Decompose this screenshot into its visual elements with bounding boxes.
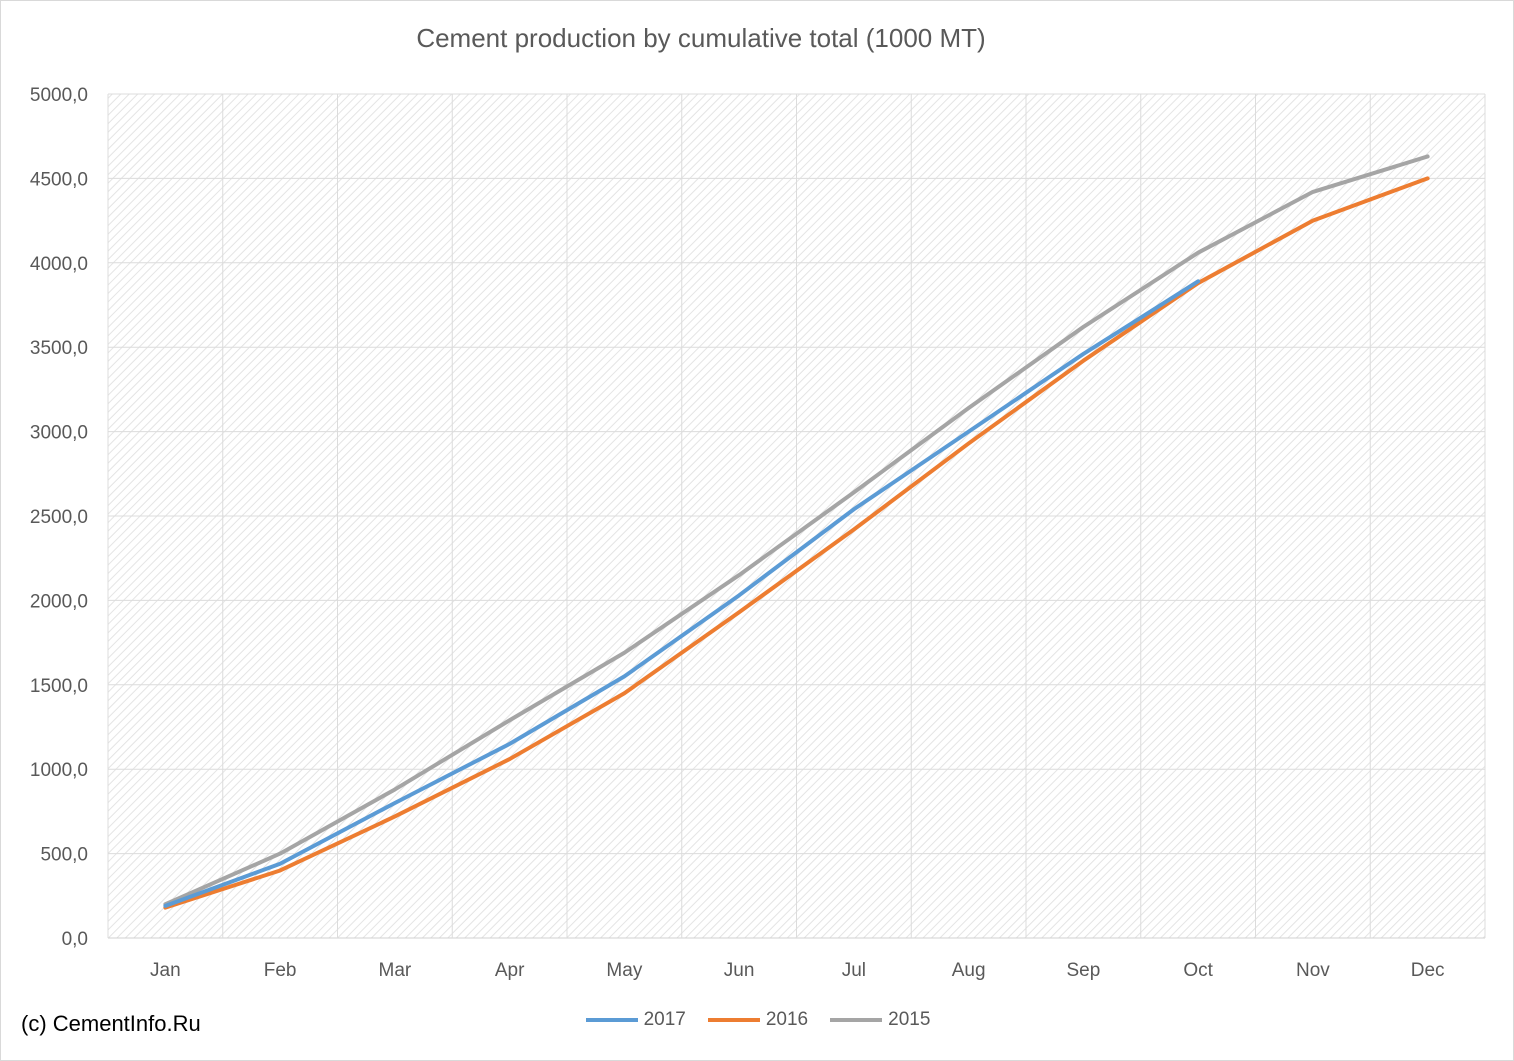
x-tick-label: Mar [379, 960, 412, 981]
series-line-2017 [163, 279, 1201, 908]
x-tick-label: Aug [952, 960, 986, 981]
legend-swatch [707, 1018, 760, 1022]
y-tick-label: 0,0 [62, 929, 88, 950]
x-tick-label: Feb [264, 960, 297, 981]
y-tick-label: 4500,0 [30, 169, 88, 190]
x-tick-label: Jan [150, 960, 181, 981]
y-tick-label: 1000,0 [30, 760, 88, 781]
legend-label: 2015 [888, 1009, 931, 1030]
x-tick-label: Nov [1296, 960, 1330, 981]
y-tick-label: 1500,0 [30, 676, 88, 697]
x-tick-label: Jul [842, 960, 866, 981]
x-tick-label: Apr [495, 960, 525, 981]
y-tick-label: 500,0 [40, 845, 88, 866]
series-line-2015 [163, 154, 1430, 907]
x-tick-label: Jun [724, 960, 755, 981]
y-tick-label: 5000,0 [30, 85, 88, 106]
legend-swatch [830, 1018, 883, 1022]
y-tick-label: 4000,0 [30, 254, 88, 275]
y-tick-label: 3000,0 [30, 423, 88, 444]
x-tick-label: Oct [1183, 960, 1213, 981]
legend-item-2015: 2015 [830, 1009, 930, 1031]
x-tick-label: Dec [1411, 960, 1445, 981]
y-tick-label: 2000,0 [30, 591, 88, 612]
legend-swatch [585, 1018, 638, 1022]
y-tick-label: 3500,0 [30, 338, 88, 359]
series-line-2016 [163, 176, 1430, 910]
legend-item-2016: 2016 [707, 1009, 809, 1031]
chart-title: Cement production by cumulative total (1… [416, 23, 986, 53]
legend: 2017 2016 2015 [1, 1009, 1514, 1031]
x-tick-label: May [606, 960, 642, 981]
line-chart: 0,0 500,0 1000,0 1500,0 2000,0 2500,0 3000,0 35… [30, 85, 1486, 981]
legend-label: 2016 [765, 1009, 809, 1030]
legend-label: 2017 [643, 1009, 686, 1030]
y-tick-label: 2500,0 [30, 507, 88, 528]
legend-item-2017: 2017 [585, 1009, 686, 1031]
source-credit: (c) CementInfo.Ru [21, 1011, 201, 1036]
x-tick-label: Sep [1066, 960, 1100, 981]
